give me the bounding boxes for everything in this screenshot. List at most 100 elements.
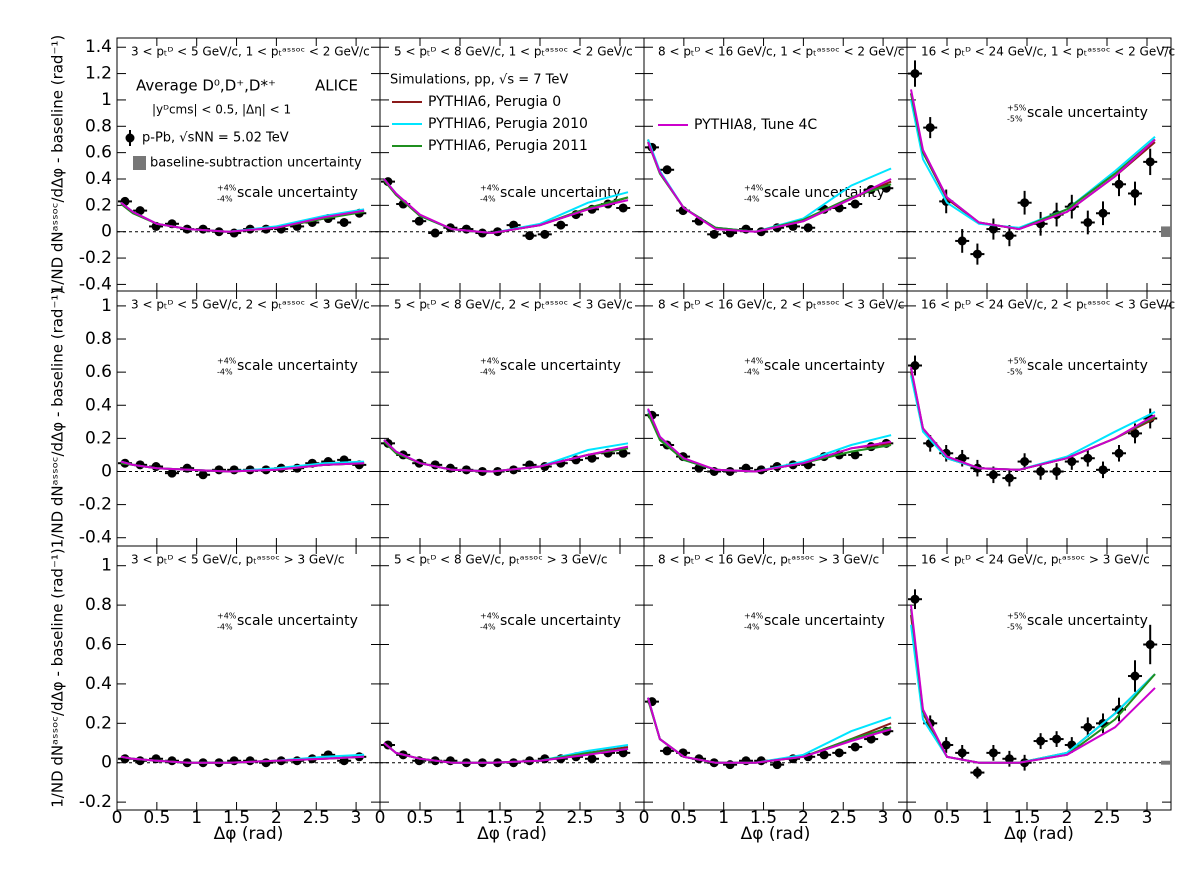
data-point (1067, 457, 1077, 467)
data-point (182, 463, 192, 473)
panel-frame (906, 37, 1172, 292)
legend-marker (125, 133, 135, 143)
data-point (1036, 736, 1046, 746)
scale-down: -4% (480, 195, 496, 204)
panel-title: 5 < pₜᴰ < 8 GeV/c, pₜᵃˢˢᵒᶜ > 3 GeV/c (394, 553, 607, 567)
scale-text: scale uncertainty (237, 613, 358, 629)
x-tick-label: 2 (271, 808, 282, 828)
model-curve (647, 408, 892, 473)
panel-title: 16 < pₜᴰ < 24 GeV/c, pₜᵃˢˢᵒᶜ > 3 GeV/c (921, 553, 1150, 567)
legend-swatch (133, 156, 146, 170)
baseline-uncertainty (1161, 226, 1171, 237)
model-curve (910, 614, 1156, 764)
x-tick-label: 0.5 (406, 808, 433, 828)
scale-text: scale uncertainty (237, 185, 358, 201)
model-curve (910, 604, 1156, 764)
scale-down: -4% (480, 368, 496, 377)
data-point (414, 216, 424, 226)
scale-up: +5% (1007, 104, 1027, 113)
data-point (1036, 466, 1046, 476)
y-tick-label: 0.8 (85, 595, 112, 615)
scale-text: scale uncertainty (1027, 613, 1148, 629)
data-point (1130, 188, 1140, 198)
panel-title: 3 < pₜᴰ < 5 GeV/c, pₜᵃˢˢᵒᶜ > 3 GeV/c (131, 553, 344, 567)
x-tick-label: 0 (112, 808, 123, 828)
model-curve (383, 178, 629, 235)
y-tick-label: 1.2 (85, 64, 112, 84)
data-point (819, 750, 829, 760)
data-point (957, 236, 967, 246)
data-point (725, 760, 735, 770)
x-axis-label: Δφ (rad) (214, 824, 284, 844)
data-point (1083, 722, 1093, 732)
y-tick-label: 1 (101, 296, 112, 316)
y-tick-label: 0 (101, 753, 112, 773)
panel-frame (906, 290, 1172, 547)
y-tick-label: 1.4 (85, 37, 112, 57)
model-curve (120, 460, 365, 473)
legend-header: Average D⁰,D⁺,D*⁺ (136, 77, 276, 95)
data-point (245, 756, 255, 766)
data-point (972, 249, 982, 259)
data-point (988, 748, 998, 758)
model-curve (647, 141, 892, 233)
y-tick-label: 1 (101, 556, 112, 576)
model-curve (910, 608, 1156, 764)
data-point (834, 748, 844, 758)
data-point (662, 165, 672, 175)
model-curve (383, 742, 629, 764)
scale-up: +4% (744, 184, 764, 193)
scale-up: +5% (1007, 612, 1027, 621)
data-point (803, 223, 813, 233)
legend-label: p-Pb, √sNN = 5.02 TeV (142, 131, 289, 146)
data-point (709, 229, 719, 239)
y-tick-label: 0.8 (85, 329, 112, 349)
scale-up: +4% (480, 612, 500, 621)
model-curve (647, 413, 892, 473)
data-point (850, 742, 860, 752)
data-point (988, 224, 998, 234)
x-tick-label: 2.5 (830, 808, 857, 828)
x-tick-label: 2.5 (566, 808, 593, 828)
x-tick-label: 2.5 (303, 808, 330, 828)
model-curve (647, 697, 892, 764)
data-point (461, 224, 471, 234)
scale-text: scale uncertainty (237, 358, 358, 374)
x-tick-label: 1.5 (486, 808, 513, 828)
data-point (1004, 754, 1014, 764)
data-point (910, 361, 920, 371)
scale-down: -5% (1007, 368, 1023, 377)
experiment-label: ALICE (315, 77, 358, 95)
data-point (910, 69, 920, 79)
y-tick-label: 0.2 (85, 195, 112, 215)
data-point (1052, 466, 1062, 476)
data-point (1130, 428, 1140, 438)
data-point (556, 220, 566, 230)
legend-label: PYTHIA6, Perugia 2011 (428, 138, 588, 154)
y-tick-label: -0.4 (79, 274, 112, 294)
x-axis-label: Δφ (rad) (741, 824, 811, 844)
data-point (587, 754, 597, 764)
scale-text: scale uncertainty (1027, 105, 1148, 121)
legend-label: PYTHIA6, Perugia 0 (428, 94, 561, 110)
x-tick-label: 1 (191, 808, 202, 828)
scale-text: scale uncertainty (500, 613, 621, 629)
y-tick-label: -0.4 (79, 528, 112, 548)
x-tick-label: 0 (639, 808, 650, 828)
x-tick-label: 2 (798, 808, 809, 828)
y-tick-label: 1 (101, 90, 112, 110)
scale-up: +4% (480, 357, 500, 366)
y-tick-label: 0 (101, 222, 112, 242)
panel-frame (906, 545, 1172, 811)
data-point (1083, 217, 1093, 227)
data-point (1114, 448, 1124, 458)
data-point (339, 217, 349, 227)
x-tick-label: 3 (351, 808, 362, 828)
model-curve (120, 201, 365, 233)
scale-text: scale uncertainty (764, 358, 885, 374)
y-tick-label: 0.6 (85, 362, 112, 382)
data-point (229, 756, 239, 766)
data-point (1083, 453, 1093, 463)
scale-down: -4% (480, 623, 496, 632)
